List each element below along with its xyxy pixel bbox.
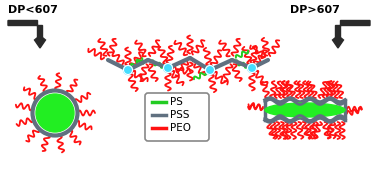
Text: PS: PS: [170, 97, 183, 107]
Text: PSS: PSS: [170, 110, 189, 120]
Circle shape: [248, 64, 257, 72]
Circle shape: [206, 66, 214, 75]
Circle shape: [124, 66, 133, 75]
Text: DP<607: DP<607: [8, 5, 58, 15]
Text: DP>607: DP>607: [290, 5, 340, 15]
Ellipse shape: [265, 103, 345, 117]
Circle shape: [164, 64, 172, 72]
Circle shape: [36, 94, 74, 132]
FancyBboxPatch shape: [145, 93, 209, 141]
Text: PEO: PEO: [170, 123, 191, 133]
Polygon shape: [333, 20, 370, 48]
Polygon shape: [8, 20, 45, 48]
